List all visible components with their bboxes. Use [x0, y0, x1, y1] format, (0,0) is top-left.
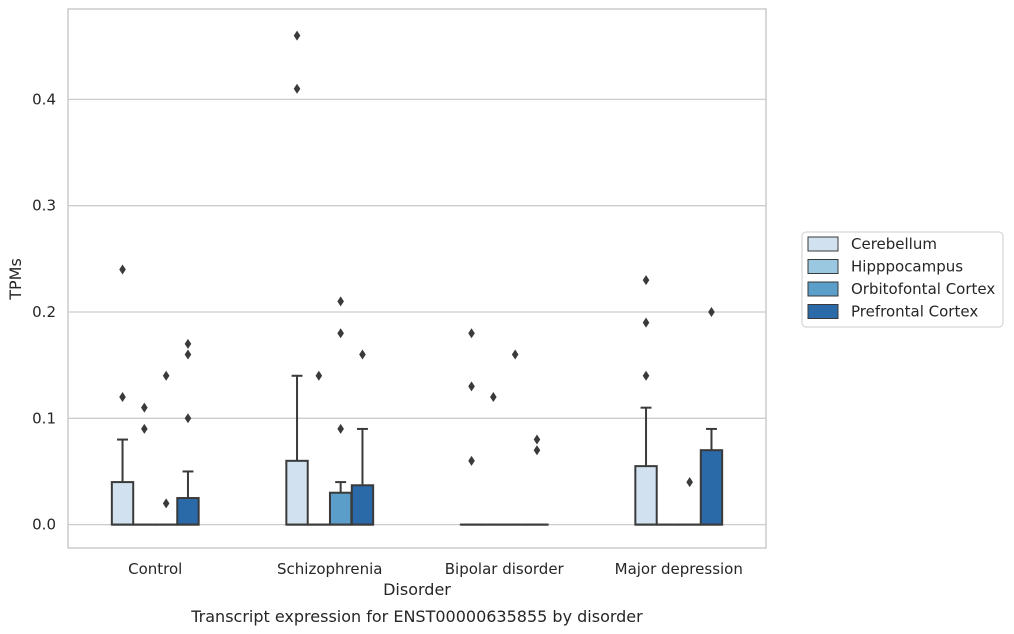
- outlier-point: [337, 423, 344, 434]
- outlier-point: [337, 328, 344, 339]
- box-group: [350, 349, 375, 526]
- outlier-point: [184, 338, 192, 349]
- outlier-point: [337, 296, 344, 307]
- legend-swatch: [807, 304, 839, 319]
- legend-label: Cerebellum: [851, 235, 937, 253]
- legend-swatch: [807, 281, 839, 297]
- y-axis-title: TPMs: [6, 258, 25, 301]
- x-tick-label: Bipolar disorder: [445, 560, 565, 578]
- chart-title: Transcript expression for ENST0000063585…: [190, 607, 643, 626]
- outlier-point: [468, 381, 475, 392]
- y-tick-label: 0.2: [32, 303, 56, 321]
- outlier-point: [686, 477, 693, 488]
- outlier-point: [511, 349, 519, 360]
- outlier-point: [708, 306, 715, 317]
- x-tick-label: Schizophrenia: [277, 560, 382, 578]
- y-axis-ticks: 0.0 0.1 0.2 0.3 0.4: [32, 90, 56, 533]
- outlier-point: [141, 423, 148, 434]
- box: [328, 491, 353, 526]
- box-group: [328, 296, 353, 526]
- outlier-point: [468, 455, 475, 466]
- box-group: [176, 338, 200, 526]
- plot-marks: [110, 30, 724, 526]
- y-tick-label: 0.1: [32, 409, 56, 427]
- legend-swatch: [807, 259, 839, 274]
- outlier-point: [162, 498, 170, 509]
- box: [110, 481, 135, 526]
- legend-label: Hipppocampus: [851, 258, 963, 276]
- box: [350, 484, 375, 526]
- outlier-point: [184, 413, 192, 424]
- outlier-point: [642, 370, 650, 381]
- plot-frame: [67, 8, 767, 549]
- outlier-point: [490, 392, 497, 403]
- y-tick-label: 0.3: [32, 197, 56, 215]
- outlier-point: [293, 83, 301, 94]
- outlier-point: [315, 370, 323, 381]
- y-tick-label: 0.0: [32, 516, 56, 534]
- outlier-point: [642, 317, 650, 328]
- outlier-point: [359, 349, 366, 360]
- legend-label: Prefrontal Cortex: [851, 303, 978, 321]
- outlier-point: [468, 328, 475, 339]
- y-tick-label: 0.4: [32, 90, 56, 108]
- outlier-point: [184, 349, 192, 360]
- x-axis-ticks: Control Schizophrenia Bipolar disorder Majo…: [128, 560, 743, 578]
- box: [634, 465, 658, 526]
- box: [285, 459, 309, 526]
- box-group: [459, 328, 484, 526]
- x-tick-label: Major depression: [615, 560, 743, 578]
- plot-background: [68, 9, 766, 548]
- box-group: [634, 275, 658, 526]
- x-axis-title: Disorder: [383, 580, 451, 599]
- box-group: [110, 264, 135, 526]
- legend-frame: [801, 231, 1004, 328]
- legend: Cerebellum Hipppocampus Orbitofontal Corte…: [801, 231, 1004, 328]
- box-group: [154, 370, 178, 526]
- box: [699, 449, 724, 526]
- x-tick-label: Control: [128, 560, 182, 578]
- outlier-point: [162, 370, 170, 381]
- outlier-point: [642, 275, 650, 286]
- box-group: [699, 306, 724, 526]
- box-group: [132, 402, 157, 526]
- box-group: [285, 30, 309, 526]
- legend-swatch: [807, 236, 839, 252]
- box-group: [481, 392, 506, 526]
- outlier-point: [533, 445, 541, 456]
- outlier-point: [533, 434, 541, 445]
- box: [176, 497, 200, 526]
- box-group: [525, 434, 549, 526]
- outlier-point: [119, 392, 126, 403]
- outlier-point: [119, 264, 126, 275]
- outlier-point: [293, 30, 301, 41]
- legend-label: Orbitofontal Cortex: [851, 280, 995, 298]
- outlier-point: [141, 402, 148, 413]
